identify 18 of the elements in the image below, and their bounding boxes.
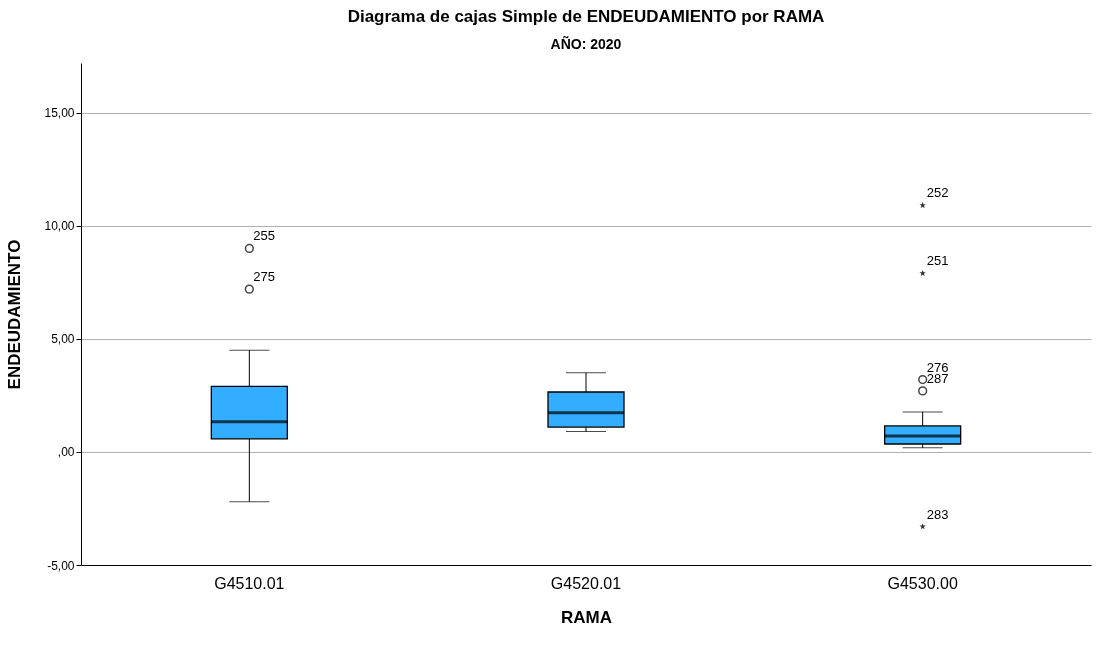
- y-tick-label: 15,00: [44, 106, 75, 121]
- annotation: 276: [926, 359, 949, 375]
- x-tick-label: G4530.00: [887, 574, 958, 592]
- annotation: 275: [253, 269, 276, 285]
- chart-subtitle: AÑO: 2020: [550, 35, 622, 52]
- y-tick-label: -5,00: [47, 558, 75, 573]
- x-tick-label: G4510.01: [214, 574, 285, 592]
- y-tick-label: 5,00: [51, 332, 75, 347]
- annotation: 252: [926, 185, 949, 201]
- y-tick-label: ,00: [57, 445, 75, 460]
- chart-title: Diagrama de cajas Simple de ENDEUDAMIENTO por RAMA: [347, 7, 825, 26]
- annotation: 251: [926, 253, 949, 269]
- annotation: 255: [253, 228, 276, 244]
- y-axis-title: ENDEUDAMIENTO: [5, 239, 25, 390]
- x-tick-label: G4520.01: [550, 574, 622, 592]
- y-tick-label: 10,00: [44, 219, 75, 234]
- x-axis-title: RAMA: [561, 607, 612, 627]
- annotation: 283: [926, 506, 949, 522]
